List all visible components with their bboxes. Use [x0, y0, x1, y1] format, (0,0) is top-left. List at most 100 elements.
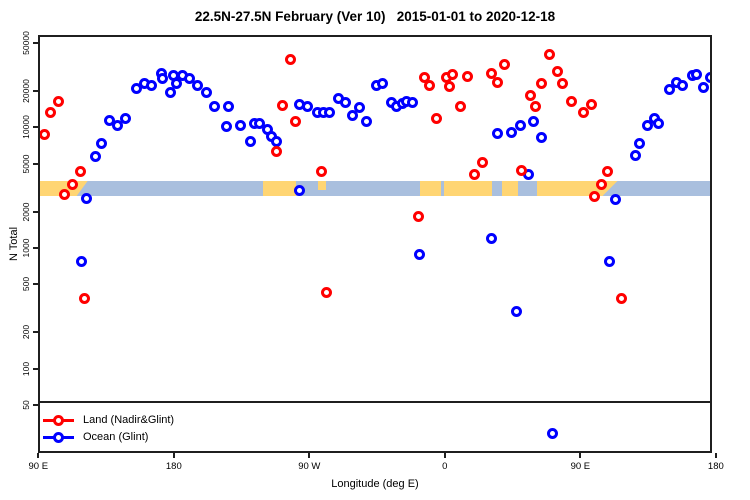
ocean-data-point	[536, 132, 548, 144]
land-marker-icon	[53, 415, 64, 426]
strip-land-segment	[262, 180, 297, 196]
land-data-point	[59, 189, 71, 201]
ocean-data-point	[184, 73, 196, 85]
land-data-point	[499, 59, 511, 71]
x-axis-tick	[443, 453, 446, 458]
y-axis-tick	[33, 331, 38, 334]
x-axis-tick-label: 180	[707, 461, 724, 472]
ocean-data-point	[157, 73, 169, 85]
ocean-data-point	[323, 106, 335, 118]
ocean-data-point	[506, 126, 518, 138]
land-data-point	[469, 169, 481, 181]
land-data-point	[66, 179, 78, 191]
ocean-data-point	[604, 256, 616, 268]
land-data-point	[52, 96, 64, 108]
ocean-data-point	[302, 100, 314, 112]
strip-ocean-segment	[491, 180, 502, 196]
x-axis-tick	[714, 453, 717, 458]
ocean-data-point	[698, 82, 710, 94]
land-data-point	[455, 101, 467, 113]
ocean-data-point	[270, 136, 282, 148]
strip-land-segment	[419, 180, 603, 196]
ocean-data-point	[664, 84, 676, 96]
x-axis-tick-label: 90 E	[28, 461, 49, 472]
ocean-data-point	[527, 116, 539, 128]
land-data-point	[536, 78, 548, 90]
land-data-point	[74, 166, 86, 178]
ocean-data-point	[339, 96, 351, 108]
land-data-point	[515, 165, 527, 177]
ocean-data-point	[677, 79, 689, 91]
y-axis-tick	[33, 126, 38, 129]
ocean-data-point	[200, 87, 212, 99]
land-data-point	[586, 98, 598, 110]
land-data-point	[596, 179, 608, 191]
land-data-point	[430, 112, 442, 124]
y-axis-tick-label: 5000	[21, 154, 31, 174]
land-data-point	[79, 292, 91, 304]
y-axis-tick	[33, 210, 38, 213]
y-axis-tick-label: 50	[21, 400, 31, 410]
strip-ocean-segment	[440, 180, 444, 196]
y-axis-tick	[33, 283, 38, 286]
land-data-point	[270, 146, 282, 158]
ocean-data-point	[406, 96, 418, 108]
ocean-data-point	[653, 118, 665, 130]
land-data-point	[552, 66, 564, 78]
y-axis-tick	[33, 162, 38, 165]
land-data-point	[284, 53, 296, 65]
ocean-data-point	[130, 83, 142, 95]
ocean-data-point	[89, 151, 101, 163]
y-axis-tick-label: 1000	[21, 238, 31, 258]
ocean-data-point	[245, 136, 257, 148]
land-data-point	[447, 69, 459, 81]
ocean-data-point	[547, 428, 559, 440]
ocean-data-point	[691, 69, 703, 81]
ocean-data-point	[293, 185, 305, 197]
ocean-data-point	[414, 248, 426, 260]
chart-title: 22.5N-27.5N February (Ver 10) 2015-01-01…	[194, 9, 556, 24]
ocean-data-point	[81, 193, 93, 205]
x-axis-tick-label: 90 E	[570, 461, 591, 472]
x-axis-tick-label: 180	[165, 461, 182, 472]
strip-land-segment	[76, 180, 88, 196]
land-data-point	[557, 77, 569, 89]
y-axis-tick	[33, 367, 38, 370]
land-data-point	[486, 68, 498, 80]
land-data-point	[544, 49, 556, 61]
land-data-point	[477, 157, 489, 169]
land-data-point	[424, 79, 436, 91]
ocean-data-point	[165, 86, 177, 98]
x-axis-tick	[308, 453, 311, 458]
land-data-point	[315, 166, 327, 178]
land-data-point	[38, 128, 50, 140]
y-axis-tick-label: 200	[21, 325, 31, 340]
land-data-point	[413, 211, 425, 223]
ocean-data-point	[235, 120, 247, 132]
y-axis-tick	[33, 404, 38, 406]
ocean-data-point	[75, 256, 87, 268]
legend-label: Land (Nadir&Glint)	[83, 414, 175, 426]
y-axis-tick-label: 500	[21, 277, 31, 292]
ocean-data-point	[353, 102, 365, 114]
ocean-data-point	[222, 100, 234, 112]
ocean-data-point	[705, 72, 712, 84]
y-axis-tick	[33, 42, 38, 44]
strip-land-segment	[318, 180, 327, 190]
land-data-point	[589, 191, 601, 203]
y-axis-tick-label: 100	[21, 361, 31, 376]
land-data-point	[578, 106, 590, 118]
ocean-data-point	[361, 116, 373, 128]
plot-area: Land (Nadir&Glint) Ocean (Glint)	[38, 35, 712, 453]
y-axis-tick	[33, 90, 38, 93]
land-data-point	[529, 100, 541, 112]
ocean-data-point	[610, 194, 622, 206]
ocean-data-point	[171, 78, 183, 90]
x-axis-tick	[579, 453, 582, 458]
ocean-data-point	[642, 120, 654, 132]
ocean-data-point	[253, 118, 265, 130]
ocean-data-point	[510, 306, 522, 318]
land-data-point	[566, 95, 578, 107]
legend-label: Ocean (Glint)	[83, 430, 149, 443]
